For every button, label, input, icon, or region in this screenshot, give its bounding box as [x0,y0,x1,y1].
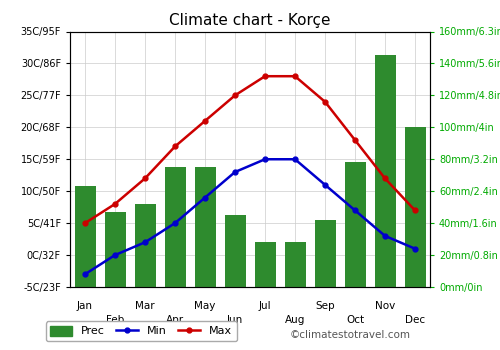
Bar [374,55,396,287]
Text: Aug: Aug [285,315,305,325]
Text: Apr: Apr [166,315,184,325]
Legend: Prec, Min, Max: Prec, Min, Max [46,321,237,341]
Text: Jun: Jun [227,315,243,325]
Text: Dec: Dec [405,315,425,325]
Text: Oct: Oct [346,315,364,325]
Bar [344,162,366,287]
Bar [314,220,336,287]
Text: Jul: Jul [258,301,272,311]
Bar [284,242,306,287]
Bar [224,215,246,287]
Bar [404,127,425,287]
Text: ©climatestotravel.com: ©climatestotravel.com [290,329,411,340]
Text: Mar: Mar [135,301,155,311]
Bar [74,187,96,287]
Bar [134,204,156,287]
Bar [254,242,276,287]
Title: Climate chart - Korçe: Climate chart - Korçe [169,13,331,28]
Bar [104,212,126,287]
Text: Sep: Sep [315,301,335,311]
Bar [164,167,186,287]
Text: May: May [194,301,216,311]
Bar [194,167,216,287]
Text: Nov: Nov [375,301,395,311]
Text: Feb: Feb [106,315,124,325]
Text: Jan: Jan [77,301,93,311]
